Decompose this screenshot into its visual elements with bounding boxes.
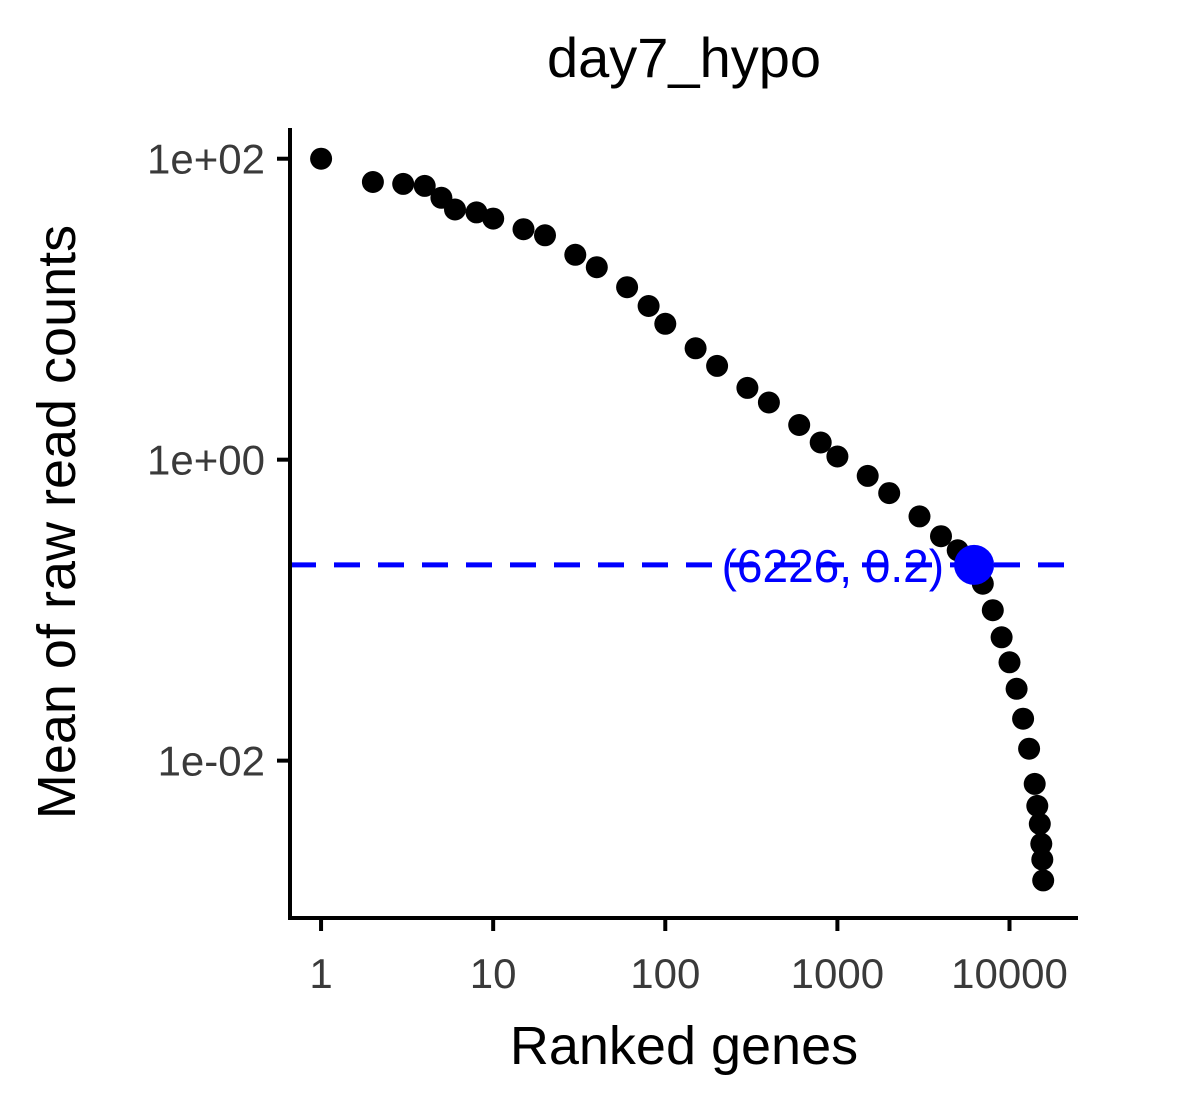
data-point xyxy=(788,414,811,436)
threshold-label: (6226, 0.2) xyxy=(722,540,944,592)
data-point xyxy=(757,391,780,414)
axes: 1 10 100 1000 10000 1e-02 1e+00 1e+02 xyxy=(147,128,1078,997)
data-point xyxy=(534,224,556,247)
data-point xyxy=(616,276,639,299)
data-point xyxy=(809,431,832,454)
data-point xyxy=(444,198,466,221)
data-point xyxy=(930,525,952,548)
data-point xyxy=(706,354,729,377)
data-point xyxy=(1026,794,1049,817)
data-point xyxy=(1005,677,1028,700)
data-point xyxy=(826,445,849,468)
data-point xyxy=(392,172,415,195)
data-point xyxy=(981,599,1004,622)
data-point xyxy=(637,295,660,317)
data-point xyxy=(1023,772,1046,795)
y-tick-label: 1e+00 xyxy=(147,437,265,484)
data-point xyxy=(564,243,587,266)
data-point xyxy=(512,218,535,241)
threshold-point xyxy=(954,544,995,585)
x-tick-label: 1000 xyxy=(791,950,884,997)
y-tick-label: 1e-02 xyxy=(158,738,265,785)
data-points xyxy=(310,147,1055,892)
y-tick-label: 1e+02 xyxy=(147,136,265,183)
x-tick-label: 1 xyxy=(309,950,332,997)
data-point xyxy=(998,651,1021,674)
x-axis-label: Ranked genes xyxy=(510,1016,858,1076)
data-point xyxy=(1031,848,1054,871)
data-point xyxy=(990,626,1013,649)
data-point xyxy=(1012,707,1035,730)
data-point xyxy=(736,376,759,399)
data-point xyxy=(878,482,901,505)
data-point xyxy=(310,147,333,170)
data-point xyxy=(1032,869,1055,892)
data-point xyxy=(482,207,505,230)
data-point xyxy=(1030,832,1053,855)
data-point xyxy=(856,464,879,487)
data-point xyxy=(1018,737,1041,760)
data-point xyxy=(1028,812,1051,835)
chart-title: day7_hypo xyxy=(547,26,821,89)
x-tick-label: 10000 xyxy=(951,950,1068,997)
data-point xyxy=(361,171,384,193)
x-tick-label: 100 xyxy=(630,950,700,997)
data-point xyxy=(413,174,436,197)
threshold-group: (6226, 0.2) xyxy=(290,540,1078,592)
y-axis-label: Mean of raw read counts xyxy=(27,225,87,819)
x-tick-label: 10 xyxy=(470,950,517,997)
data-point xyxy=(908,505,931,528)
data-point xyxy=(465,201,488,224)
data-point xyxy=(585,256,608,279)
data-point xyxy=(684,337,707,360)
data-point xyxy=(654,312,677,335)
